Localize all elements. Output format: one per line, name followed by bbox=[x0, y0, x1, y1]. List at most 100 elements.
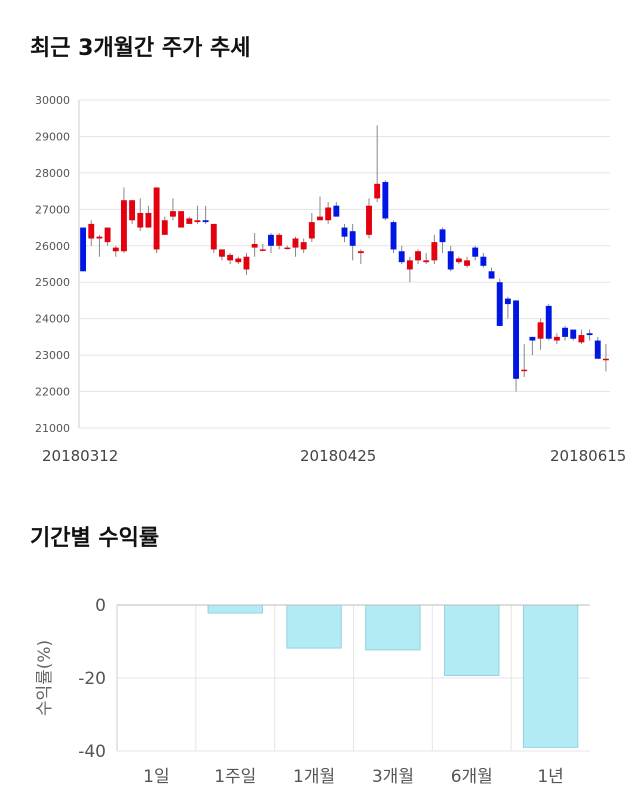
candle bbox=[317, 196, 323, 221]
candle bbox=[186, 216, 193, 224]
candle bbox=[602, 344, 609, 372]
candle-y-tick-label: 26000 bbox=[35, 240, 70, 253]
candle-body bbox=[570, 329, 577, 339]
candle-body bbox=[447, 251, 454, 270]
candle-body bbox=[137, 212, 144, 228]
candle-body bbox=[480, 256, 487, 266]
candle-body bbox=[219, 249, 225, 257]
candle bbox=[562, 325, 569, 341]
candle-body bbox=[284, 247, 291, 250]
candle-body bbox=[80, 227, 87, 272]
candle bbox=[578, 329, 585, 345]
candle-x-tick-label: 20180425 bbox=[300, 447, 376, 465]
return-bar bbox=[444, 604, 500, 676]
candle-y-tick-label: 27000 bbox=[35, 203, 70, 216]
candle bbox=[341, 223, 348, 243]
candle-body bbox=[300, 242, 307, 250]
candle bbox=[104, 227, 111, 246]
candle-body bbox=[153, 187, 160, 250]
candle bbox=[88, 220, 95, 246]
candle-body bbox=[112, 247, 119, 252]
candle bbox=[357, 249, 364, 264]
candle bbox=[129, 200, 136, 224]
candle bbox=[145, 205, 152, 228]
candle-body bbox=[341, 227, 348, 237]
candle bbox=[374, 125, 381, 203]
candle bbox=[219, 249, 225, 261]
candlestick-chart: 21000 22000 23000 24000 25000 26000 27000 28000… bbox=[35, 94, 626, 465]
candle-body bbox=[88, 223, 95, 239]
bar-y-tick-label: -20 bbox=[78, 669, 106, 689]
candle-body bbox=[406, 260, 413, 270]
candle bbox=[153, 187, 160, 254]
candle bbox=[545, 304, 552, 341]
candle-body bbox=[504, 298, 511, 305]
candle-body bbox=[161, 220, 168, 235]
bar-x-tick-label: 6개월 bbox=[451, 767, 493, 787]
candle bbox=[529, 336, 536, 356]
candle-body bbox=[545, 305, 552, 339]
candle-body bbox=[120, 200, 127, 252]
candle-body bbox=[586, 333, 593, 336]
return-bar bbox=[522, 604, 579, 748]
candle-body bbox=[455, 258, 462, 263]
returns-chart-title: 기간별 수익률 bbox=[30, 526, 160, 551]
candle bbox=[439, 227, 446, 254]
candle bbox=[480, 253, 487, 268]
candle bbox=[112, 245, 119, 257]
bar-x-tick-label: 3개월 bbox=[372, 767, 414, 787]
candle bbox=[537, 318, 544, 350]
return-bar bbox=[365, 604, 421, 651]
candle bbox=[488, 267, 495, 279]
candle-y-tick-label: 29000 bbox=[35, 130, 70, 143]
candle-body bbox=[553, 336, 560, 341]
candle bbox=[227, 253, 234, 264]
candle bbox=[455, 256, 462, 264]
candle bbox=[586, 329, 593, 341]
candle bbox=[415, 249, 421, 264]
candle bbox=[472, 245, 479, 261]
candle-body bbox=[464, 260, 470, 266]
candle bbox=[210, 223, 217, 254]
candle bbox=[276, 233, 283, 250]
candle-body bbox=[276, 234, 283, 246]
candle bbox=[570, 329, 577, 341]
candle-body bbox=[423, 260, 430, 263]
candle bbox=[406, 256, 413, 283]
candle-body bbox=[145, 212, 152, 228]
candle-y-tick-label: 30000 bbox=[35, 94, 70, 107]
candle-y-tick-label: 24000 bbox=[35, 313, 70, 326]
candle bbox=[259, 243, 266, 252]
candle bbox=[292, 236, 299, 257]
return-bar bbox=[286, 604, 342, 649]
candle-body bbox=[488, 271, 495, 279]
candle bbox=[423, 253, 430, 264]
candle bbox=[235, 256, 242, 264]
candle bbox=[243, 253, 250, 275]
candle bbox=[161, 216, 168, 235]
candle bbox=[366, 198, 372, 239]
candle-x-tick-label: 20180615 bbox=[550, 447, 626, 465]
candle bbox=[202, 205, 209, 224]
candle bbox=[349, 223, 356, 261]
candle-body bbox=[513, 300, 519, 379]
return-bar bbox=[207, 604, 263, 614]
candle bbox=[178, 211, 185, 228]
candle-body bbox=[398, 251, 405, 263]
candle-body bbox=[431, 242, 438, 261]
candle bbox=[594, 336, 601, 359]
candle-body bbox=[202, 220, 209, 223]
candle-y-tick-label: 28000 bbox=[35, 167, 70, 180]
candle bbox=[431, 234, 438, 264]
candle bbox=[120, 187, 127, 254]
candle-body bbox=[562, 327, 569, 337]
candle bbox=[521, 344, 528, 377]
candle-body bbox=[439, 229, 446, 243]
candle bbox=[553, 333, 560, 345]
candle bbox=[308, 212, 315, 243]
candle bbox=[496, 278, 503, 326]
bar-x-tick-label: 1일 bbox=[143, 767, 169, 787]
bar-y-tick-label: -40 bbox=[78, 742, 106, 762]
candle-body bbox=[292, 238, 299, 248]
candle-body bbox=[308, 222, 315, 239]
